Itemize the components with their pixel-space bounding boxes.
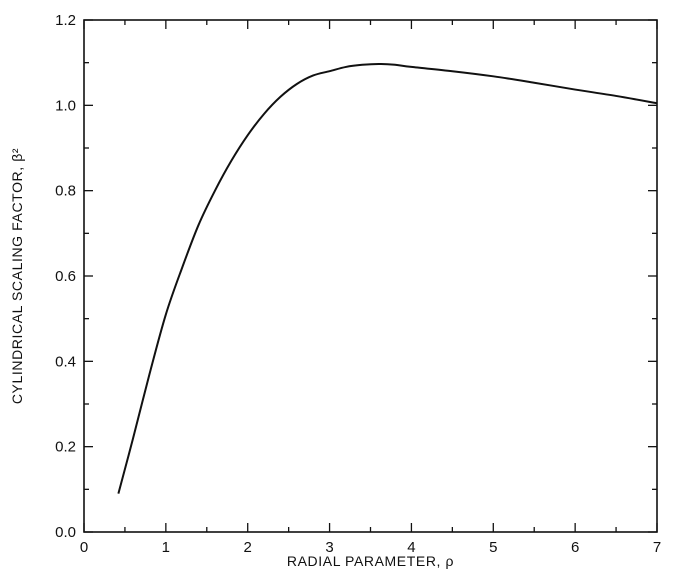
y-tick-label: 0.8 — [55, 183, 76, 200]
x-axis-label: RADIAL PARAMETER, ρ — [287, 553, 454, 569]
x-tick-label: 6 — [571, 539, 579, 556]
x-tick-label: 2 — [244, 539, 252, 556]
x-tick-label: 4 — [407, 539, 415, 556]
plot-frame — [83, 19, 658, 533]
y-tick-label: 0.0 — [55, 524, 76, 541]
y-tick-label: 0.4 — [55, 353, 76, 370]
y-axis-label: CYLINDRICAL SCALING FACTOR, β² — [9, 148, 25, 404]
y-tick-label: 0.6 — [55, 268, 76, 285]
y-tick-label: 0.2 — [55, 439, 76, 456]
tick-labels: 0 1 2 3 4 5 6 7 0.0 0.2 0.4 0.6 0.8 1.0 1.2 — [55, 12, 661, 556]
x-tick-label: 0 — [80, 539, 88, 556]
y-tick-label: 1.0 — [55, 97, 76, 114]
y-tick-label: 1.2 — [55, 12, 76, 29]
x-tick-label: 3 — [325, 539, 333, 556]
ticks — [83, 19, 658, 533]
data-series-line — [117, 62, 658, 494]
x-tick-label: 5 — [489, 539, 497, 556]
x-tick-label: 7 — [653, 539, 661, 556]
x-tick-label: 1 — [162, 539, 170, 556]
